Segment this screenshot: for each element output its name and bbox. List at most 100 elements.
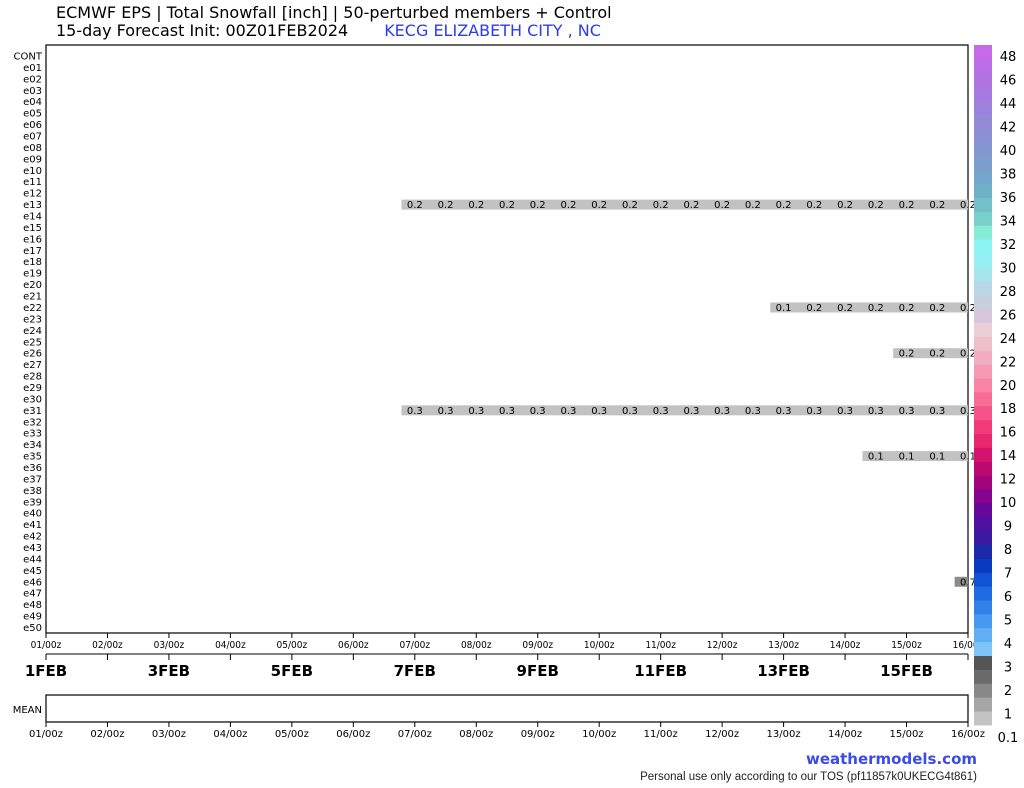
- snow-value-label: 0.3: [622, 406, 638, 417]
- colorbar-label: 24: [1000, 332, 1017, 347]
- colorbar-swatch: [974, 613, 992, 629]
- colorbar-label: 5: [1004, 614, 1012, 629]
- date-label: 1FEB: [25, 662, 67, 680]
- colorbar-swatch: [974, 350, 992, 365]
- member-label: e43: [23, 543, 42, 554]
- colorbar-swatch: [974, 239, 992, 254]
- brand-link[interactable]: weathermodels.com: [805, 750, 977, 768]
- mean-time-tick-label: 08/00z: [459, 729, 493, 740]
- colorbar-swatch: [974, 225, 992, 240]
- init-label: 15-day Forecast Init: 00Z01FEB2024: [56, 21, 349, 40]
- colorbar-swatch: [974, 142, 992, 157]
- snow-value-label: 0.3: [806, 406, 822, 417]
- colorbar-label: 22: [1000, 355, 1017, 370]
- time-tick-label: 08/00z: [461, 640, 492, 651]
- mean-time-tick-label: 16/00z: [951, 729, 985, 740]
- snow-value-label: 0.2: [591, 200, 607, 211]
- colorbar-label: 16: [1000, 426, 1017, 441]
- colorbar-label: 34: [1000, 214, 1017, 229]
- snow-value-label: 0.3: [407, 406, 423, 417]
- colorbar-swatch: [974, 697, 992, 712]
- colorbar-swatch: [974, 558, 992, 573]
- mean-time-tick-label: 12/00z: [705, 729, 739, 740]
- date-label: 11FEB: [634, 662, 687, 680]
- colorbar-swatch: [974, 114, 992, 129]
- snow-value-label: 0.3: [683, 406, 699, 417]
- colorbar-swatch: [974, 72, 992, 88]
- mean-time-tick-label: 10/00z: [582, 729, 616, 740]
- colorbar-label: 1: [1004, 708, 1012, 723]
- colorbar-swatch: [974, 669, 992, 684]
- snow-value-label: 0.2: [561, 200, 577, 211]
- member-label: e22: [23, 303, 42, 314]
- member-label: e18: [23, 257, 42, 268]
- member-label: e19: [23, 269, 42, 280]
- colorbar-label: 7: [1004, 567, 1012, 582]
- mean-time-tick-label: 07/00z: [398, 729, 432, 740]
- snow-value-label: 0.3: [868, 406, 884, 417]
- snow-value-label: 0.7: [960, 577, 976, 588]
- station-label: KECG ELIZABETH CITY , NC: [384, 21, 601, 40]
- snow-track-bar: [862, 451, 968, 462]
- member-label: e45: [23, 566, 42, 577]
- snow-value-label: 0.2: [929, 200, 945, 211]
- colorbar-swatch: [974, 391, 992, 407]
- mean-time-tick-label: 14/00z: [828, 729, 862, 740]
- mean-time-tick-label: 04/00z: [213, 729, 247, 740]
- colorbar-label: 48: [1000, 50, 1017, 65]
- colorbar-label: 6: [1004, 590, 1012, 605]
- colorbar-swatch: [974, 280, 992, 296]
- chart-title: ECMWF EPS | Total Snowfall [inch] | 50-p…: [56, 3, 612, 22]
- colorbar-swatch: [974, 294, 992, 310]
- snow-value-label: 0.2: [407, 200, 423, 211]
- colorbar-swatch: [974, 378, 992, 393]
- date-label: 3FEB: [148, 662, 190, 680]
- time-tick-label: 12/00z: [707, 640, 738, 651]
- snow-value-label: 0.2: [837, 200, 853, 211]
- colorbar-swatch: [974, 405, 992, 421]
- colorbar-label: 26: [1000, 308, 1017, 323]
- snow-value-label: 0.1: [868, 452, 884, 463]
- colorbar-swatch: [974, 683, 992, 698]
- time-tick-label: 16/00z: [953, 640, 984, 651]
- colorbar-label: 32: [1000, 238, 1017, 253]
- member-label: e46: [23, 577, 42, 588]
- member-label: e14: [23, 212, 42, 223]
- snow-value-label: 0.2: [960, 303, 976, 314]
- snow-value-label: 0.2: [868, 303, 884, 314]
- snow-value-label: 0.3: [929, 406, 945, 417]
- member-label: e36: [23, 463, 42, 474]
- snow-value-label: 0.2: [960, 200, 976, 211]
- mean-time-tick-label: 01/00z: [29, 729, 63, 740]
- mean-label: MEAN: [13, 705, 42, 716]
- colorbar-swatch: [974, 128, 992, 143]
- snow-value-label: 0.2: [899, 200, 915, 211]
- snow-value-label: 0.2: [468, 200, 484, 211]
- time-tick-label: 09/00z: [522, 640, 553, 651]
- colorbar-label: 36: [1000, 191, 1017, 206]
- chart-subtitle: 15-day Forecast Init: 00Z01FEB2024 KECG E…: [56, 21, 601, 41]
- snow-value-label: 0.3: [530, 406, 546, 417]
- member-label: e21: [23, 292, 42, 303]
- date-label: 9FEB: [517, 662, 559, 680]
- member-label: e25: [23, 337, 42, 348]
- snow-track-bar: [893, 348, 968, 359]
- mean-time-tick-label: 05/00z: [275, 729, 309, 740]
- colorbar-swatch: [974, 461, 992, 476]
- snow-value-label: 0.3: [714, 406, 730, 417]
- colorbar-swatch: [974, 58, 992, 74]
- member-label: e48: [23, 600, 42, 611]
- member-label: e41: [23, 520, 42, 531]
- snow-value-label: 0.3: [468, 406, 484, 417]
- member-label: e32: [23, 417, 42, 428]
- snow-value-label: 0.1: [960, 452, 976, 463]
- colorbar-label: 10: [1000, 496, 1017, 511]
- member-label: e20: [23, 280, 42, 291]
- member-label: e17: [23, 246, 42, 257]
- tos-notice: Personal use only according to our TOS (…: [640, 771, 977, 783]
- snow-value-label: 0.2: [622, 200, 638, 211]
- colorbar-label: 28: [1000, 285, 1017, 300]
- colorbar-swatch: [974, 530, 992, 545]
- snow-track-bar: [954, 576, 968, 587]
